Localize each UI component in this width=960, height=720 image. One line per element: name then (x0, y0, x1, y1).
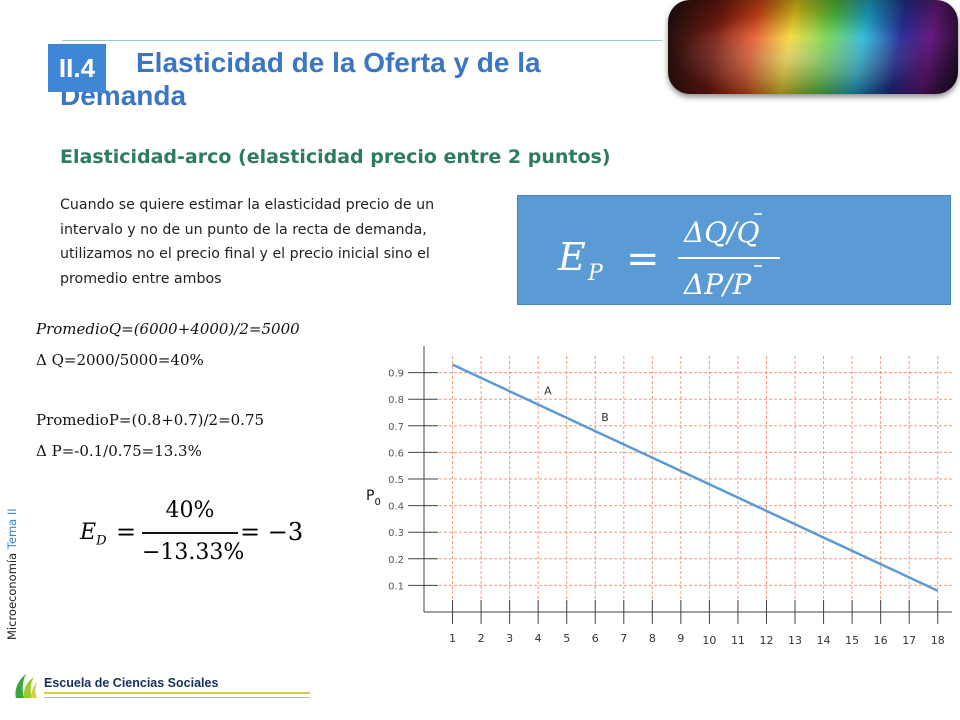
delta-p-line: Δ P=-0.1/0.75=13.3% (36, 442, 202, 460)
result-denominator: −13.33% (142, 540, 245, 565)
y-tick-label: 0.2 (388, 555, 404, 566)
average-p-line: PromedioP=(0.8+0.7)/2=0.75 (36, 411, 265, 429)
result-numerator: 40% (165, 498, 215, 523)
series-layer (452, 363, 939, 592)
x-tick-label: 8 (649, 632, 656, 645)
y-tick-label: 0.9 (388, 369, 404, 380)
x-tick-label: 1 (449, 632, 456, 645)
elasticity-formula: E P = ΔQ/Q ΔP/P (557, 213, 780, 301)
sidebar-course-label: Microeconomía Tema II (5, 450, 19, 640)
result-equals: = (116, 518, 137, 546)
x-tick-label: 18 (931, 634, 945, 647)
y-tick-label: 0.6 (388, 448, 404, 459)
section-badge: II.4 (48, 44, 106, 92)
x-tick-label: 6 (592, 632, 599, 645)
topic-name: Tema II (5, 508, 19, 550)
formula-numerator: ΔQ/Q (683, 216, 760, 249)
y-tick-label: 0.8 (388, 395, 404, 406)
x-tick-label: 5 (563, 632, 570, 645)
slide-subtitle: Elasticidad-arco (elasticidad precio ent… (60, 146, 611, 168)
point-label-b: B (601, 411, 609, 424)
x-tick-label: 3 (506, 632, 513, 645)
x-tick-label: 9 (677, 632, 684, 645)
demand-chart: 0.9 0.8 0.7 0.6 0.5 0.4 0.3 0.2 0.1 1 2 3 4 5 6 7 8 9 10 1… (360, 340, 960, 660)
x-tick-label: 10 (702, 634, 716, 647)
header-banner-image (668, 0, 958, 94)
y-ticks: 0.9 0.8 0.7 0.6 0.5 0.4 0.3 0.2 0.1 (388, 369, 438, 592)
demand-line (452, 363, 939, 592)
formula-lhs: E (557, 235, 586, 279)
y-tick-label: 0.7 (388, 422, 404, 433)
y-tick-label: 0.3 (388, 528, 404, 539)
school-name: Escuela de Ciencias Sociales (44, 676, 219, 690)
x-tick-label: 17 (902, 634, 916, 647)
x-tick-label: 13 (788, 634, 802, 647)
footer-rule-gold (44, 692, 310, 694)
formula-equals: = (626, 236, 660, 282)
x-ticks: 1 2 3 4 5 6 7 8 9 10 11 12 13 14 15 16 17 18 (449, 600, 945, 647)
y-tick-label: 0.1 (388, 581, 404, 592)
delta-q-line: Δ Q=2000/5000=40% (36, 351, 204, 369)
intro-paragraph: Cuando se quiere estimar la elasticidad … (60, 197, 435, 287)
elasticity-formula-box: E P = ΔQ/Q ΔP/P (517, 195, 951, 305)
grid-layer (424, 356, 952, 612)
demand-chart-svg: 0.90.80.70.60.50.40.30.20.1 1 2 3 4 5 6 7 8 9 10 1… (366, 346, 952, 647)
x-tick-label: 4 (535, 632, 542, 645)
x-tick-label: 11 (731, 634, 745, 647)
header-rule (62, 40, 662, 41)
y-axis-label: P0 (366, 488, 381, 508)
x-tick-label: 12 (759, 634, 773, 647)
formula-lhs-sub: P (587, 261, 604, 286)
points-layer: AB (544, 385, 609, 425)
x-tick-label: 14 (817, 634, 831, 647)
x-tick-label: 2 (478, 632, 485, 645)
average-q-line: PromedioQ=(6000+4000)/2=5000 (36, 320, 300, 338)
result-value: = −3 (240, 518, 304, 546)
x-tick-label: 16 (874, 634, 888, 647)
footer-rule-gray (44, 697, 310, 698)
result-fraction: 40% −13.33% (142, 498, 245, 565)
school-logo-icon (15, 674, 37, 698)
y-tick-label: 0.4 (388, 502, 404, 513)
point-label-a: A (544, 385, 552, 398)
x-tick-label: 15 (845, 634, 859, 647)
course-name: Microeconomía (5, 552, 19, 640)
result-fraction-bar (142, 532, 238, 534)
x-tick-label: 7 (620, 632, 627, 645)
formula-denominator: ΔP/P (683, 268, 752, 301)
elasticity-result: ED = 40% −13.33% = −3 (80, 498, 340, 578)
y-tick-label: 0.5 (388, 475, 404, 486)
page-title: Elasticidad de la Oferta y de la Demanda (60, 47, 541, 111)
result-lhs: ED (80, 520, 107, 549)
